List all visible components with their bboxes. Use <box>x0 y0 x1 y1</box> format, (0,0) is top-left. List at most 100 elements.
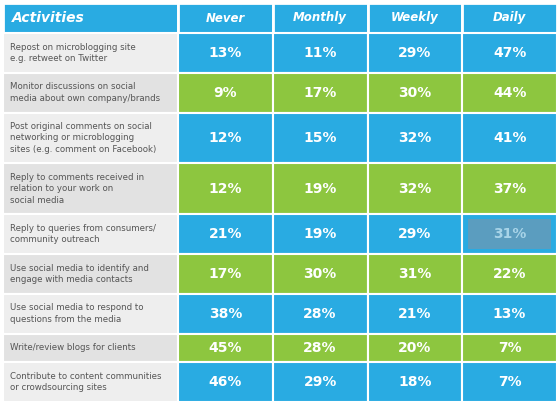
Text: 31%: 31% <box>398 267 432 281</box>
Bar <box>178 163 273 214</box>
Bar <box>178 362 273 402</box>
Bar <box>367 333 462 362</box>
Text: 9%: 9% <box>213 86 237 100</box>
Bar <box>273 113 367 163</box>
Text: 7%: 7% <box>498 375 521 389</box>
Text: Monthly: Monthly <box>293 11 347 24</box>
Bar <box>367 254 462 294</box>
Bar <box>367 113 462 163</box>
Bar <box>273 3 367 33</box>
Bar <box>367 362 462 402</box>
Bar <box>273 254 367 294</box>
Text: 21%: 21% <box>209 227 242 241</box>
Text: 38%: 38% <box>209 307 242 321</box>
Text: 28%: 28% <box>304 341 337 355</box>
Bar <box>367 214 462 254</box>
Bar <box>3 294 178 333</box>
Bar <box>462 33 557 73</box>
Bar <box>178 294 273 333</box>
Bar <box>3 333 178 362</box>
Text: 32%: 32% <box>398 182 432 196</box>
Bar <box>178 73 273 113</box>
Bar <box>462 294 557 333</box>
Bar <box>178 113 273 163</box>
Bar <box>462 214 557 254</box>
Text: 29%: 29% <box>304 375 337 389</box>
Text: Use social media to identify and
engage with media contacts: Use social media to identify and engage … <box>10 264 149 284</box>
Text: 17%: 17% <box>304 86 337 100</box>
Text: 19%: 19% <box>304 182 337 196</box>
Bar <box>178 33 273 73</box>
Bar <box>273 33 367 73</box>
Text: 17%: 17% <box>209 267 242 281</box>
Bar <box>3 254 178 294</box>
Bar <box>367 33 462 73</box>
Text: 12%: 12% <box>209 182 242 196</box>
Text: 22%: 22% <box>493 267 526 281</box>
Text: 47%: 47% <box>493 46 526 60</box>
Text: Monitor discussions on social
media about own company/brands: Monitor discussions on social media abou… <box>10 83 160 103</box>
Bar <box>3 113 178 163</box>
Text: Weekly: Weekly <box>391 11 438 24</box>
Text: Write/review blogs for clients: Write/review blogs for clients <box>10 343 136 352</box>
Text: 44%: 44% <box>493 86 526 100</box>
Bar <box>178 214 273 254</box>
Bar <box>178 254 273 294</box>
Bar <box>462 73 557 113</box>
Text: 20%: 20% <box>398 341 432 355</box>
Text: 19%: 19% <box>304 227 337 241</box>
Text: Never: Never <box>206 11 245 24</box>
Text: 29%: 29% <box>398 46 432 60</box>
Bar <box>273 333 367 362</box>
Text: Use social media to respond to
questions from the media: Use social media to respond to questions… <box>10 303 143 324</box>
Bar <box>178 333 273 362</box>
Bar <box>3 362 178 402</box>
Bar <box>3 33 178 73</box>
Bar <box>462 333 557 362</box>
Bar <box>367 163 462 214</box>
Text: 12%: 12% <box>209 131 242 145</box>
Text: Activities: Activities <box>12 11 85 25</box>
Bar <box>273 294 367 333</box>
Bar <box>462 113 557 163</box>
Bar <box>3 3 178 33</box>
Text: 45%: 45% <box>209 341 242 355</box>
Text: 7%: 7% <box>498 341 521 355</box>
Bar <box>178 3 273 33</box>
Bar <box>3 73 178 113</box>
Bar <box>462 163 557 214</box>
Text: Daily: Daily <box>493 11 526 24</box>
Bar <box>273 362 367 402</box>
Text: 21%: 21% <box>398 307 432 321</box>
Bar <box>273 163 367 214</box>
Bar <box>462 3 557 33</box>
Text: 30%: 30% <box>304 267 337 281</box>
Text: 32%: 32% <box>398 131 432 145</box>
Text: 31%: 31% <box>493 227 526 241</box>
Text: 13%: 13% <box>209 46 242 60</box>
Text: 41%: 41% <box>493 131 526 145</box>
Text: 37%: 37% <box>493 182 526 196</box>
Text: 29%: 29% <box>398 227 432 241</box>
Bar <box>468 219 551 249</box>
Text: Reply to comments received in
relation to your work on
social media: Reply to comments received in relation t… <box>10 173 144 205</box>
Text: Contribute to content communities
or crowdsourcing sites: Contribute to content communities or cro… <box>10 372 161 392</box>
Text: Reply to queries from consumers/
community outreach: Reply to queries from consumers/ communi… <box>10 224 156 244</box>
Bar <box>462 362 557 402</box>
Bar <box>273 214 367 254</box>
Bar <box>367 3 462 33</box>
Text: 30%: 30% <box>398 86 432 100</box>
Bar <box>462 254 557 294</box>
Bar <box>3 214 178 254</box>
Bar <box>3 163 178 214</box>
Text: 28%: 28% <box>304 307 337 321</box>
Text: 18%: 18% <box>398 375 432 389</box>
Text: Post original comments on social
networking or microblogging
sites (e.g. comment: Post original comments on social network… <box>10 122 156 154</box>
Text: 46%: 46% <box>209 375 242 389</box>
Bar <box>367 294 462 333</box>
Text: 13%: 13% <box>493 307 526 321</box>
Text: 15%: 15% <box>304 131 337 145</box>
Bar <box>273 73 367 113</box>
Bar <box>367 73 462 113</box>
Text: 11%: 11% <box>304 46 337 60</box>
